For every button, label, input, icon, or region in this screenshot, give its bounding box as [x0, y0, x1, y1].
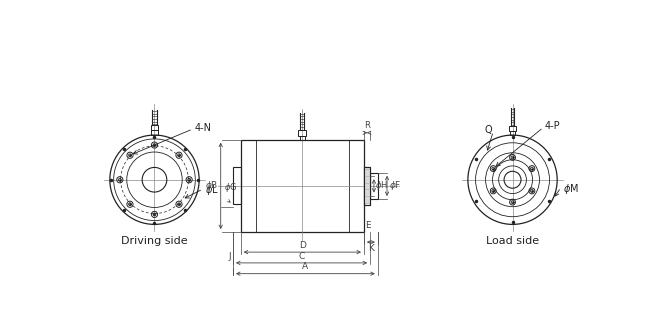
Bar	[233, 167, 240, 204]
Bar	[364, 167, 370, 205]
Text: $\phi$G: $\phi$G	[224, 181, 237, 194]
Text: R: R	[364, 121, 370, 130]
Bar	[300, 136, 305, 140]
Text: C: C	[298, 251, 305, 261]
Text: E: E	[365, 221, 370, 230]
Text: $\phi$B: $\phi$B	[205, 180, 218, 192]
Bar	[364, 167, 370, 205]
Text: $\phi$L: $\phi$L	[205, 183, 218, 197]
Text: Driving side: Driving side	[121, 236, 188, 246]
Text: $\phi$H: $\phi$H	[376, 180, 389, 192]
Bar	[240, 140, 364, 232]
Bar	[151, 125, 159, 130]
Text: $\phi$M: $\phi$M	[563, 182, 578, 196]
Text: D: D	[299, 241, 305, 250]
Bar	[364, 168, 370, 204]
Text: 4-P: 4-P	[545, 121, 560, 131]
Bar	[151, 130, 157, 135]
Text: Q: Q	[484, 125, 492, 135]
Text: Load side: Load side	[486, 236, 539, 246]
Bar	[510, 131, 515, 135]
Bar	[509, 126, 516, 131]
Text: 4-N: 4-N	[194, 123, 211, 133]
Text: K: K	[368, 244, 374, 253]
Bar	[370, 173, 378, 199]
Text: A: A	[302, 262, 309, 271]
Bar	[298, 130, 306, 136]
Text: $\phi$F: $\phi$F	[389, 180, 401, 192]
Text: J: J	[229, 251, 231, 261]
